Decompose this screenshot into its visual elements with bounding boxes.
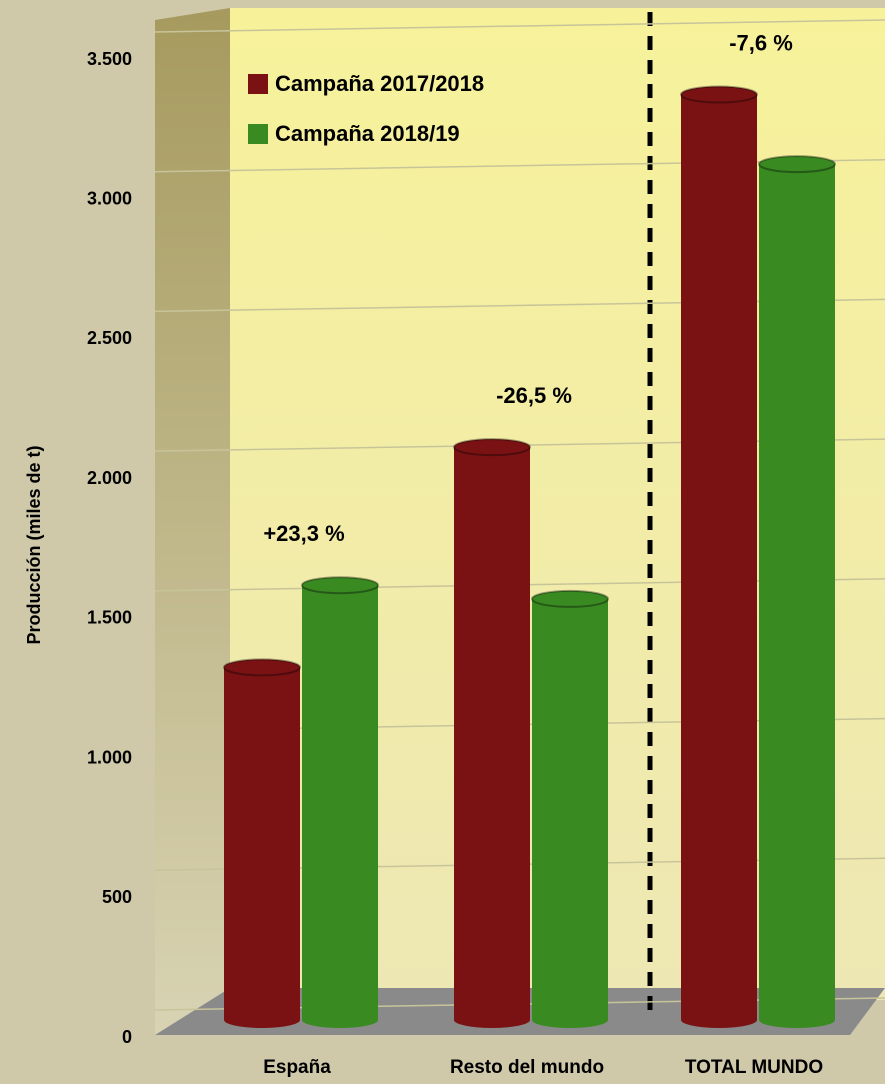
y-tick-label: 500 [102,887,132,907]
y-tick-label: 2.000 [87,468,132,488]
legend-swatch [248,74,268,94]
x-tick-label: Resto del mundo [450,1057,604,1078]
legend-swatch [248,124,268,144]
bar-top [301,576,379,595]
legend-label: Campaña 2018/19 [275,121,460,146]
y-axis-title: Producción (miles de t) [24,445,44,644]
x-tick-label: TOTAL MUNDO [685,1057,823,1078]
bar [532,598,608,1020]
bar-top [223,658,301,677]
y-tick-label: 2.500 [87,328,132,348]
grid-line [154,19,885,33]
y-tick-label: 1.000 [87,747,132,767]
bar-top [453,438,531,457]
bar [302,585,378,1020]
y-tick-label: 3.500 [87,49,132,69]
y-tick-label: 3.000 [87,188,132,208]
side-wall [155,8,230,1035]
x-tick-label: España [263,1057,331,1078]
bar-top [758,155,836,174]
bar [224,667,300,1020]
bar-top [531,589,609,608]
bar [681,94,757,1020]
bar [454,447,530,1021]
y-tick-label: 0 [122,1027,132,1047]
bar-top [680,85,758,104]
annotation: -26,5 % [496,383,572,408]
bar [759,164,835,1020]
y-tick-label: 1.500 [87,608,132,628]
annotation: +23,3 % [263,521,344,546]
legend-label: Campaña 2017/2018 [275,71,484,96]
annotation: -7,6 % [729,30,793,55]
